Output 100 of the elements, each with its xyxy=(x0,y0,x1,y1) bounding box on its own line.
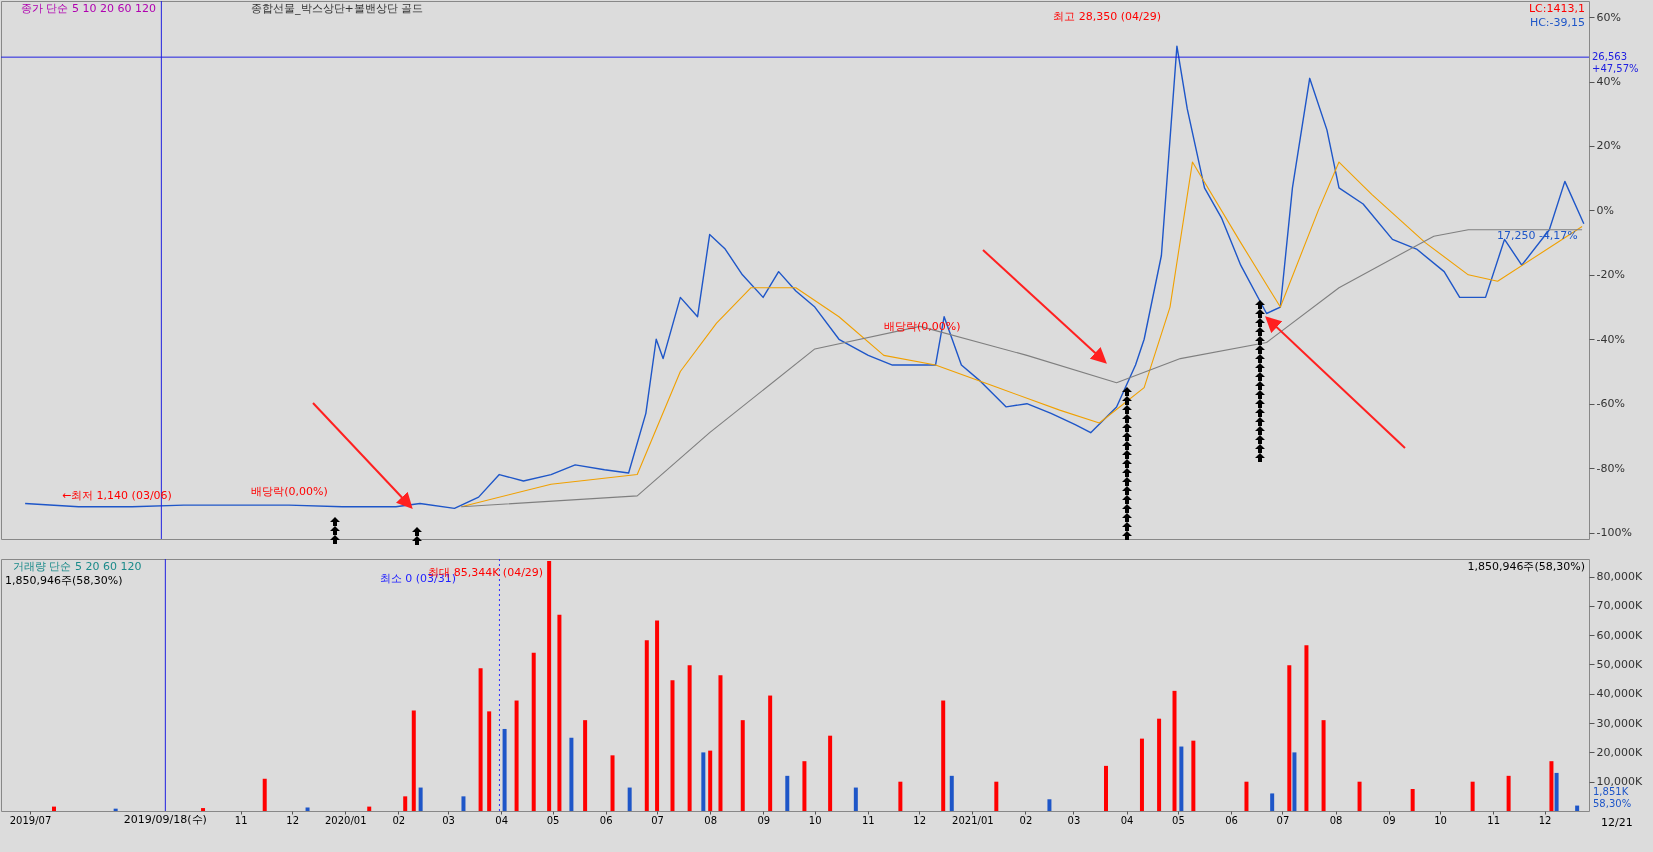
bar xyxy=(569,737,574,811)
bar xyxy=(1047,799,1052,811)
x-tick-label: 09 xyxy=(1382,814,1396,826)
x-tick-label: 04 xyxy=(1120,814,1134,826)
bar xyxy=(1554,772,1559,811)
y-tick-label: -40% xyxy=(1596,332,1625,346)
x-tick-label: 2021/01 xyxy=(952,814,994,826)
bar xyxy=(1157,718,1162,811)
bar xyxy=(262,778,267,811)
y-tick-label: 30,000K xyxy=(1596,716,1643,730)
bar xyxy=(1304,645,1309,811)
bar xyxy=(478,668,483,811)
bar xyxy=(1575,805,1580,811)
y-tick-label: 70,000K xyxy=(1596,599,1643,613)
bar xyxy=(1357,781,1362,811)
x-tick-label: 03 xyxy=(442,814,455,826)
bar xyxy=(994,781,999,811)
bar xyxy=(1103,765,1108,811)
x-tick-label: 12 xyxy=(286,814,299,826)
bar xyxy=(828,735,833,811)
bar xyxy=(487,711,492,811)
bar xyxy=(670,680,675,811)
annotation: 배당락(0,00%) xyxy=(251,484,328,498)
x-tick-label: 2019/07 xyxy=(9,814,52,826)
y-tick-label: 20,000K xyxy=(1596,745,1643,759)
x-tick-label: 07 xyxy=(1276,814,1290,826)
bar xyxy=(853,787,858,811)
x-tick-label: 12 xyxy=(913,814,927,826)
bar xyxy=(949,775,954,811)
y-tick-label: -60% xyxy=(1596,397,1625,411)
annotation: 종합선물_박스상단+볼밴상단 골드 xyxy=(251,2,424,15)
bar xyxy=(1139,738,1144,811)
bar xyxy=(418,787,423,811)
bar xyxy=(655,620,660,811)
x-tick-label: 05 xyxy=(546,814,560,826)
bar xyxy=(941,700,946,811)
annotation: 종가 단순 5 10 20 60 120 xyxy=(21,2,156,15)
y-tick-label: 0% xyxy=(1596,203,1614,217)
annotation: 1,850,946주(58,30%) xyxy=(5,574,123,587)
bar xyxy=(557,614,562,811)
ref-line-label: 2019/09/18(수) xyxy=(123,813,207,826)
text: 1,851K 58,30% xyxy=(1593,786,1632,809)
y-tick-label: 10,000K xyxy=(1596,775,1643,789)
bar xyxy=(1172,690,1177,811)
text: 12/21 xyxy=(1601,816,1633,829)
bar xyxy=(1292,752,1297,811)
bar xyxy=(583,720,588,811)
bar xyxy=(701,752,706,811)
bar xyxy=(461,796,466,811)
annotation: 최고 28,350 (04/29) xyxy=(1053,10,1161,23)
bar xyxy=(201,808,206,811)
bar xyxy=(740,720,745,811)
x-tick-label: 10 xyxy=(1434,814,1447,826)
x-tick-label: 06 xyxy=(1225,814,1238,826)
y-tick-label: 40% xyxy=(1596,75,1621,89)
bar xyxy=(305,807,310,811)
x-tick-label: 10 xyxy=(808,814,822,826)
x-tick-label: 11 xyxy=(234,814,248,826)
y-tick-label: 20% xyxy=(1596,139,1621,153)
x-tick-label: 2020/01 xyxy=(324,814,367,826)
bar xyxy=(502,728,507,811)
line-series xyxy=(24,45,1585,510)
bar xyxy=(644,640,649,811)
bar xyxy=(1270,793,1275,811)
bar xyxy=(531,652,536,811)
x-tick-label: 02 xyxy=(392,814,406,826)
x-tick-label: 02 xyxy=(1019,814,1033,826)
y-tick-label: 80,000K xyxy=(1596,570,1643,584)
annotation: 거래량 단순 5 20 60 120 xyxy=(13,560,142,573)
bar xyxy=(403,796,408,811)
bar xyxy=(1410,789,1415,811)
bar xyxy=(768,695,773,811)
bar xyxy=(1287,665,1292,811)
bar xyxy=(1191,740,1196,811)
x-tick-label: 12 xyxy=(1538,814,1552,826)
bar xyxy=(898,781,903,811)
bar xyxy=(802,761,807,811)
bar xyxy=(1470,781,1475,811)
annotation: 1,850,946주(58,30%) xyxy=(1467,560,1585,573)
bar xyxy=(627,787,632,811)
bar xyxy=(1179,746,1184,811)
x-tick-label: 09 xyxy=(757,814,771,826)
y-tick-label: 40,000K xyxy=(1596,687,1643,701)
bar xyxy=(514,700,519,811)
y-tick-label: 50,000K xyxy=(1596,657,1643,671)
y-tick-label: -100% xyxy=(1596,526,1632,540)
bar xyxy=(547,560,552,811)
x-tick-label: 08 xyxy=(704,814,718,826)
bar xyxy=(718,675,723,811)
x-tick-label: 03 xyxy=(1067,814,1081,826)
bar xyxy=(708,750,713,811)
bar xyxy=(1506,775,1511,811)
y-tick-label: 60% xyxy=(1596,10,1621,24)
x-tick-label: 08 xyxy=(1329,814,1343,826)
x-tick-label: 11 xyxy=(1487,814,1501,826)
annotation: LC:1413,1 xyxy=(1528,2,1585,15)
x-tick-label: 05 xyxy=(1172,814,1185,826)
x-tick-label: 07 xyxy=(651,814,664,826)
ref-line-label: 26,563 +47,57% xyxy=(1592,51,1639,75)
bar xyxy=(1321,720,1326,811)
